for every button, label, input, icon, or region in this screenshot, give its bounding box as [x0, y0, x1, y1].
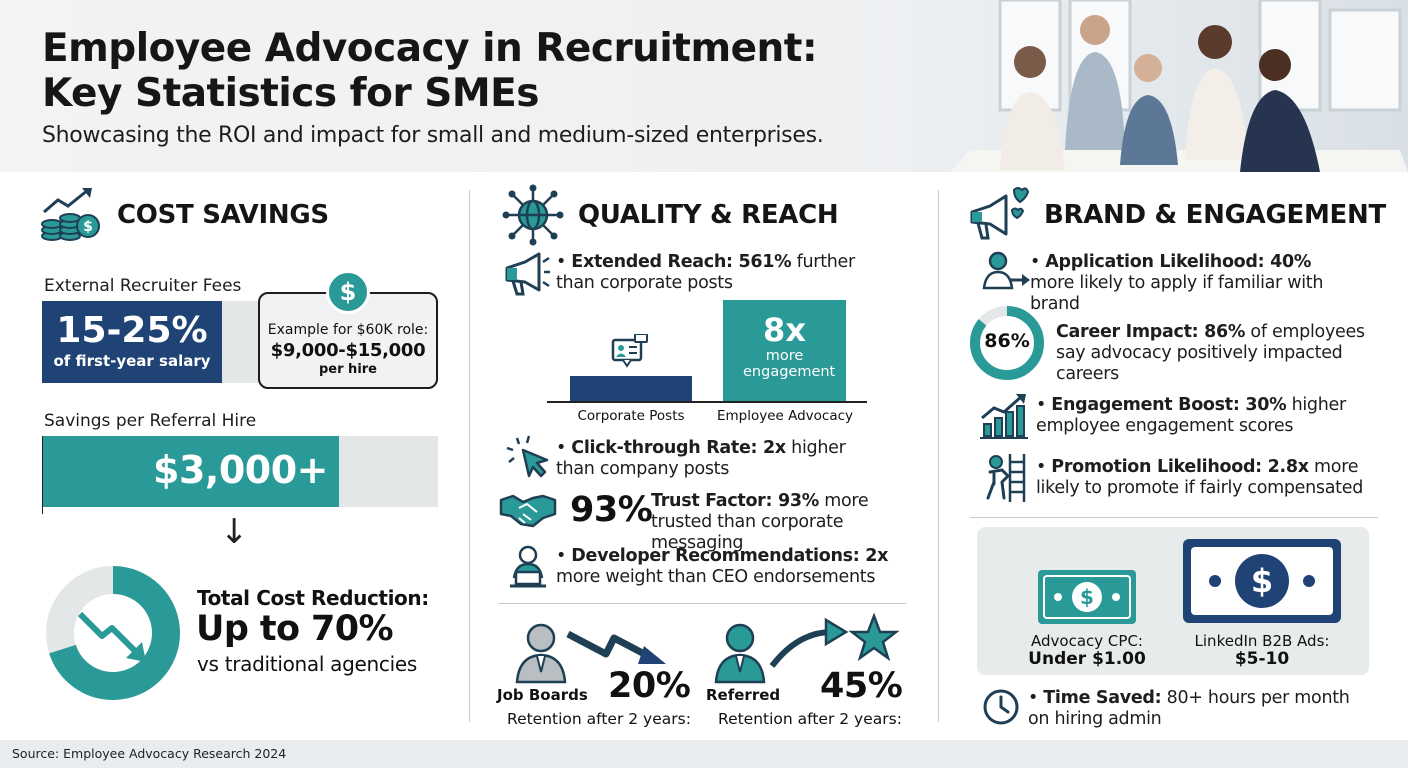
application-likelihood-stat: • Application Likelihood: 40% more likel…	[1030, 252, 1324, 314]
large-bill-icon: $	[1183, 539, 1341, 623]
handshake-icon	[499, 494, 557, 528]
developer-icon	[510, 545, 546, 588]
total-reduction-caption: vs traditional agencies	[197, 652, 417, 676]
total-reduction-value: Up to 70%	[196, 609, 394, 649]
ladder-climb-icon	[986, 454, 1026, 502]
promotion-likelihood-stat: • Promotion Likelihood: 2.8x more likely…	[1036, 457, 1364, 498]
section-divider	[498, 603, 906, 604]
recruiter-fees-bar: 15-25% of first-year salary	[42, 301, 222, 383]
advocacy-multiplier: 8x	[763, 311, 806, 349]
advocacy-cpc-value: Under $1.00	[1028, 649, 1146, 669]
example-label: Example for $60K role:	[267, 322, 429, 338]
referred-retention-caption: Retention after 2 years:	[718, 710, 902, 728]
megaphone-hearts-icon	[970, 187, 1030, 240]
cursor-click-icon	[506, 435, 549, 478]
recruiter-fees-label: External Recruiter Fees	[44, 276, 242, 296]
referred-retention-value: 45%	[820, 666, 903, 706]
source-note: Source: Employee Advocacy Research 2024	[12, 746, 287, 761]
linkedin-ads-label: LinkedIn B2B Ads:	[1194, 632, 1330, 650]
advocacy-caption: more engagement	[743, 348, 836, 380]
click-through-stat: • Click-through Rate: 2x higher than com…	[556, 438, 846, 479]
referral-savings-bar	[42, 436, 339, 507]
footer: Source: Employee Advocacy Research 2024	[0, 740, 1408, 768]
total-reduction-title: Total Cost Reduction:	[197, 586, 429, 610]
clock-icon	[983, 689, 1019, 725]
bar-employee-advocacy: 8x more engagement	[723, 300, 846, 401]
globe-network-icon	[502, 184, 564, 246]
post-card-icon	[611, 334, 648, 368]
bar-corporate-posts	[570, 376, 692, 401]
corporate-posts-label: Corporate Posts	[577, 408, 685, 424]
team-photo	[880, 0, 1408, 172]
svg-text:$: $	[83, 219, 93, 235]
person-job-boards-icon	[515, 623, 567, 684]
coins-growth-icon: $	[41, 188, 100, 241]
cost-reduction-donut	[46, 566, 180, 700]
example-callout: Example for $60K role: $9,000-$15,000 pe…	[258, 292, 438, 389]
trust-factor-stat: Trust Factor: 93% more trusted than corp…	[651, 491, 869, 553]
fee-range-value: 15-25%	[56, 310, 208, 351]
example-value: $9,000-$15,000	[270, 340, 426, 361]
example-unit: per hire	[319, 362, 377, 377]
time-saved-stat: • Time Saved: 80+ hours per month on hir…	[1028, 688, 1350, 729]
down-trend-arrow-icon	[566, 630, 666, 664]
svg-text:$: $	[1251, 562, 1273, 600]
job-boards-label: Job Boards	[497, 686, 588, 704]
career-impact-ring-value: 86%	[984, 330, 1030, 352]
column-divider	[469, 190, 470, 722]
trust-big-stat: 93%	[570, 490, 653, 530]
referred-label: Referred	[706, 686, 781, 704]
growth-chart-icon	[980, 394, 1028, 439]
job-boards-retention-value: 20%	[608, 666, 691, 706]
developer-recommendations-stat: • Developer Recommendations: 2x more wei…	[556, 546, 889, 587]
column-divider	[938, 190, 939, 722]
referral-savings-label: Savings per Referral Hire	[44, 411, 257, 431]
employee-advocacy-label: Employee Advocacy	[716, 408, 854, 424]
user-apply-icon	[982, 251, 1030, 290]
section-divider	[970, 517, 1378, 518]
advocacy-cpc-label: Advocacy CPC:	[1031, 632, 1143, 650]
chart-baseline	[547, 401, 867, 403]
svg-text:$: $	[1080, 585, 1094, 609]
fee-caption: of first-year salary	[53, 352, 211, 370]
page-title: Employee Advocacy in Recruitment: Key St…	[42, 26, 818, 116]
engagement-boost-stat: • Engagement Boost: 30% higher employee …	[1036, 395, 1346, 436]
section-title-cost-savings: COST SAVINGS	[117, 200, 329, 230]
job-boards-retention-caption: Retention after 2 years:	[507, 710, 691, 728]
section-title-brand-engagement: BRAND & ENGAGEMENT	[1044, 200, 1386, 230]
small-bill-icon: $	[1038, 570, 1136, 624]
section-title-quality-reach: QUALITY & REACH	[578, 200, 839, 230]
career-impact-stat: Career Impact: 86% of employees say advo…	[1056, 322, 1365, 384]
career-impact-ring	[970, 306, 1044, 380]
down-arrow-icon: ↓	[220, 512, 249, 552]
bar-axis-line	[42, 436, 43, 514]
dollar-badge-icon: $	[326, 270, 370, 314]
megaphone-icon	[505, 252, 550, 296]
page-subtitle: Showcasing the ROI and impact for small …	[42, 123, 824, 148]
person-referred-icon	[714, 623, 766, 684]
referral-savings-value: $3,000+	[153, 448, 328, 492]
extended-reach-stat: • Extended Reach: 561% further than corp…	[556, 252, 855, 293]
linkedin-ads-value: $5-10	[1234, 649, 1290, 669]
up-trend-star-icon	[769, 612, 900, 668]
